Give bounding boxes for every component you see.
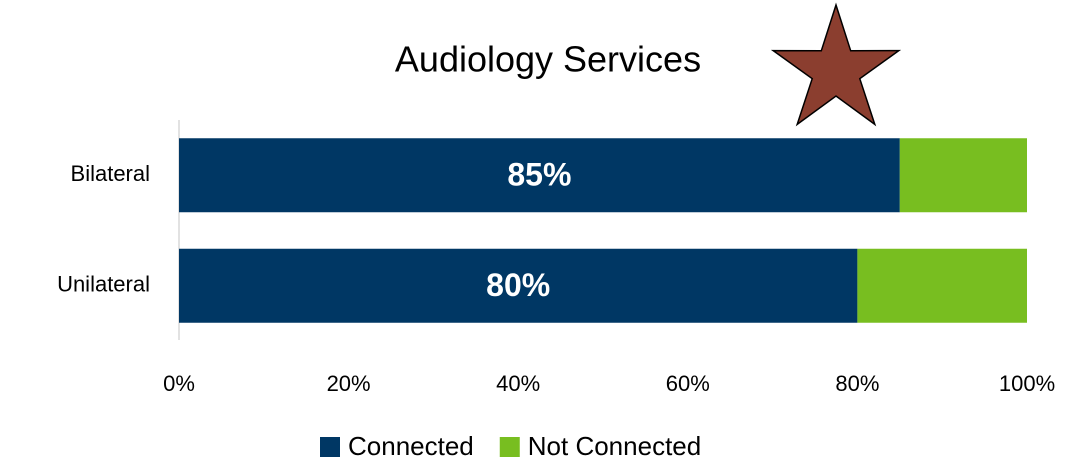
x-tick-label: 40%: [496, 371, 540, 396]
legend-swatch: [320, 437, 340, 457]
bar-segment: [857, 248, 1027, 323]
bar-segment: [899, 138, 1027, 213]
value-label: 85%: [507, 157, 571, 193]
legend-label: Not Connected: [528, 431, 701, 461]
x-tick-label: 100%: [999, 371, 1055, 396]
chart-title: Audiology Services: [395, 39, 701, 80]
legend-swatch: [499, 437, 520, 457]
legend-label: Connected: [348, 431, 474, 461]
x-tick-label: 80%: [835, 371, 879, 396]
x-tick-label: 0%: [163, 371, 195, 396]
y-tick-label: Unilateral: [57, 272, 150, 297]
x-tick-label: 20%: [327, 371, 371, 396]
y-tick-label: Bilateral: [71, 161, 150, 186]
star-icon: [770, 2, 902, 127]
value-label: 80%: [486, 267, 550, 303]
bar-segment: [179, 248, 858, 323]
x-tick-label: 60%: [666, 371, 710, 396]
bar-segment: [179, 138, 900, 213]
